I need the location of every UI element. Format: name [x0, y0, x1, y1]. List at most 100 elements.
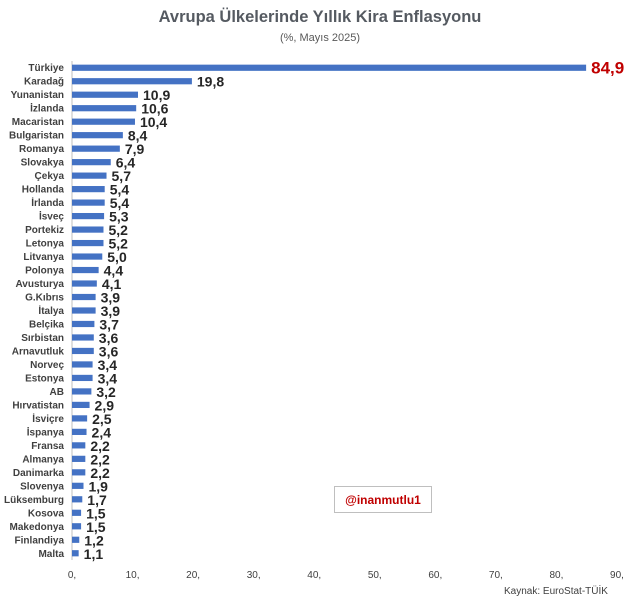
data-label: 5,4	[110, 195, 130, 211]
data-label: 10,9	[143, 87, 170, 103]
x-tick-label: 50,	[368, 570, 382, 581]
source-note: Kaynak: EuroStat-TÜİK	[504, 586, 608, 597]
data-label: 7,9	[125, 141, 145, 157]
category-label: Estonya	[25, 373, 64, 384]
watermark-label: @inanmutlu1	[334, 486, 432, 513]
data-label: 10,4	[140, 114, 167, 130]
category-label: Karadağ	[24, 77, 64, 88]
data-label: 3,4	[98, 357, 118, 373]
bar	[72, 212, 105, 220]
bar	[72, 118, 135, 125]
data-label: 1,5	[86, 519, 106, 535]
bar	[72, 145, 120, 152]
category-label: Macaristan	[12, 117, 64, 128]
x-tick-label: 80,	[549, 570, 563, 581]
data-label: 84,9	[591, 59, 624, 78]
category-label: Çekya	[35, 171, 65, 182]
category-label: Belçika	[29, 319, 64, 330]
data-label: 2,2	[90, 438, 110, 454]
bar	[72, 91, 139, 98]
bar	[72, 469, 86, 476]
bar	[72, 509, 82, 516]
bar	[72, 186, 105, 193]
x-tick-label: 30,	[247, 570, 261, 581]
data-label: 5,0	[107, 249, 127, 265]
category-label: Sırbistan	[21, 333, 64, 344]
bar	[72, 105, 137, 112]
category-label: İtalya	[38, 304, 64, 317]
data-label: 2,2	[90, 465, 110, 481]
data-label: 3,6	[99, 343, 119, 359]
x-tick-label: 20,	[186, 570, 200, 581]
category-label: Letonya	[26, 239, 65, 250]
bar	[72, 159, 111, 166]
category-label: Makedonya	[10, 522, 65, 533]
bar	[72, 401, 90, 409]
data-label: 2,9	[95, 397, 115, 413]
data-label: 5,2	[108, 222, 128, 238]
data-label: 4,4	[104, 263, 124, 279]
data-label: 1,7	[87, 492, 107, 508]
data-label: 1,9	[89, 478, 109, 494]
bar	[72, 253, 103, 260]
category-label: Norveç	[30, 360, 64, 371]
category-label: Slovakya	[21, 158, 65, 169]
bar	[72, 307, 96, 314]
category-label: Slovenya	[20, 481, 64, 492]
bar	[72, 442, 86, 449]
chart-title: Avrupa Ülkelerinde Yıllık Kira Enflasyon…	[158, 8, 482, 26]
data-label: 5,7	[112, 168, 132, 184]
data-label: 3,2	[96, 384, 116, 400]
bar	[72, 347, 94, 355]
data-label: 6,4	[116, 155, 136, 171]
category-label: Finlandiya	[15, 535, 65, 546]
bar	[72, 226, 104, 233]
data-label: 3,4	[98, 370, 118, 386]
category-label: AB	[50, 387, 64, 398]
data-label: 2,2	[90, 451, 110, 467]
bar	[72, 280, 97, 287]
x-tick-label: 40,	[307, 570, 321, 581]
bar	[72, 496, 83, 503]
bar	[72, 334, 94, 341]
category-label: Kosova	[28, 508, 65, 519]
data-label: 5,2	[108, 236, 128, 252]
bar	[72, 523, 82, 530]
data-label: 5,3	[109, 209, 129, 225]
category-label: İsveç	[39, 210, 64, 223]
data-label: 8,4	[128, 128, 148, 144]
bar	[72, 550, 79, 557]
bar	[72, 239, 104, 247]
data-label: 3,9	[101, 290, 121, 306]
data-label: 1,1	[84, 546, 104, 562]
category-label: Almanya	[22, 454, 64, 465]
category-label: Danimarka	[13, 468, 65, 479]
x-tick-label: 10,	[126, 570, 140, 581]
bar	[72, 536, 80, 543]
bar	[72, 482, 84, 489]
bar	[72, 293, 96, 301]
category-label: Portekiz	[25, 225, 64, 236]
x-tick-label: 70,	[489, 570, 503, 581]
category-label: Litvanya	[23, 252, 64, 263]
bar	[72, 132, 123, 139]
bar	[72, 320, 95, 328]
data-label: 1,2	[84, 532, 104, 548]
category-label: Romanya	[19, 144, 64, 155]
x-tick-label: 90,	[610, 570, 624, 581]
category-label: İspanya	[27, 425, 65, 438]
bar	[72, 388, 92, 395]
chart-subtitle: (%, Mayıs 2025)	[279, 32, 361, 44]
bar	[72, 374, 93, 382]
category-label: İzlanda	[30, 102, 64, 115]
bar	[72, 199, 105, 206]
category-label: Hollanda	[22, 185, 65, 196]
bar	[72, 78, 192, 85]
category-label: İsviçre	[32, 412, 64, 425]
data-label: 3,7	[99, 316, 119, 332]
data-label: 2,4	[92, 424, 112, 440]
bar	[72, 415, 88, 422]
x-tick-label: 0,	[68, 570, 76, 581]
data-label: 10,6	[141, 101, 168, 117]
